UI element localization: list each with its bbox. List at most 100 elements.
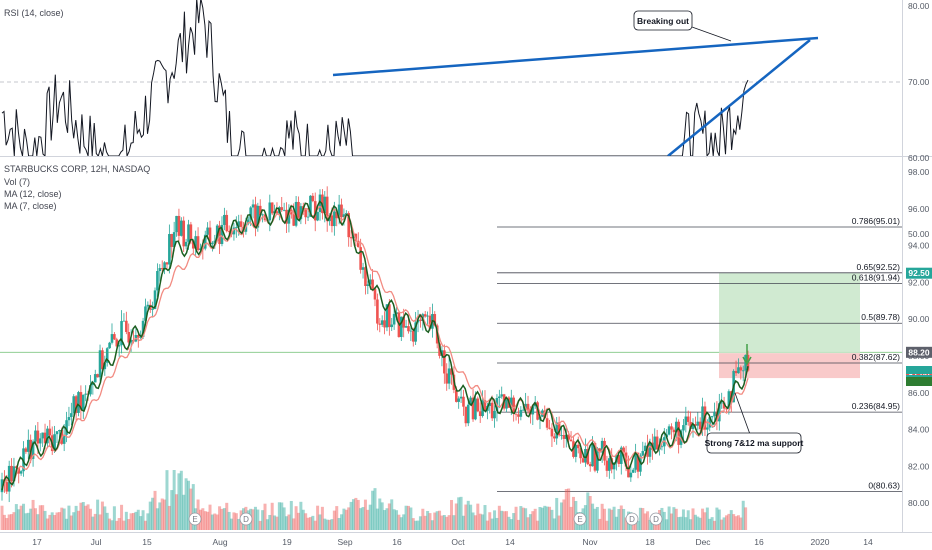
volume-bar <box>10 514 14 530</box>
volume-bar <box>564 488 568 530</box>
candle <box>627 455 630 478</box>
candle <box>459 387 463 404</box>
volume-bar <box>184 478 188 530</box>
candle <box>163 261 166 275</box>
candle <box>548 419 551 430</box>
volume-bar <box>710 517 714 530</box>
volume-bar <box>555 497 559 530</box>
volume-bar <box>77 510 81 530</box>
candle <box>457 396 460 409</box>
candle <box>493 405 496 428</box>
event-marker[interactable]: D <box>649 512 663 526</box>
volume-bar <box>638 507 642 530</box>
price-badge: 87.00 <box>906 368 932 380</box>
candle <box>519 406 523 421</box>
candle <box>223 207 226 231</box>
volume-bar <box>7 514 11 530</box>
volume-bar <box>672 507 676 530</box>
candle <box>55 431 59 443</box>
candle <box>445 363 449 391</box>
event-marker[interactable]: D <box>625 512 639 526</box>
volume-bar <box>251 509 255 530</box>
event-marker[interactable]: D <box>239 512 253 526</box>
volume-bar <box>643 513 647 530</box>
volume-bar <box>533 508 537 530</box>
ma-support-pointer <box>734 392 752 438</box>
volume-bar <box>557 515 561 530</box>
legend-volume: Vol (7) <box>4 177 30 187</box>
candle <box>380 315 384 328</box>
event-marker[interactable]: E <box>188 512 202 526</box>
volume-bar <box>328 519 332 530</box>
volume-bar <box>677 517 681 530</box>
volume-bar <box>127 519 131 530</box>
ma-support-callout[interactable]: Strong 7&12 ma support <box>705 392 804 454</box>
volume-bar <box>356 499 360 530</box>
volume-bar <box>122 520 126 530</box>
candle <box>340 198 343 226</box>
candle <box>684 406 688 433</box>
volume-bar <box>41 505 45 530</box>
time-axis[interactable]: 17 Jul 15 Aug 19 Sep 16 Oct 14 Nov 18 Dec 16 2020 14 <box>0 532 932 548</box>
breaking-out-callout[interactable]: Breaking out <box>633 10 732 42</box>
candle <box>476 396 480 413</box>
price-tick-label: 96.00 <box>908 204 930 214</box>
volume-bar <box>175 494 179 530</box>
volume-bar <box>287 514 291 530</box>
volume-bar <box>588 495 592 530</box>
volume-bar <box>605 520 609 530</box>
volume-bar <box>421 508 425 530</box>
rsi-tick-label: 70.00 <box>908 77 930 87</box>
volume-bar <box>57 512 61 530</box>
volume-bar <box>741 500 745 530</box>
volume-bar <box>371 490 375 530</box>
volume-bar <box>316 505 320 530</box>
fibonacci-retracement[interactable]: 0.786(95.01) 0.65(92.52)0.618(91.94) 0.5(8… <box>497 216 902 493</box>
rsi-upper-trendline[interactable] <box>332 36 819 77</box>
candle <box>194 230 197 256</box>
candle <box>390 317 394 332</box>
ma-support-text: Strong 7&12 ma support <box>705 438 804 448</box>
candle <box>378 318 382 333</box>
candle <box>318 189 322 221</box>
candle <box>299 203 303 225</box>
candle <box>251 199 255 219</box>
time-tick-label: Jul <box>91 537 102 547</box>
volume-bar <box>299 501 303 530</box>
candle <box>27 429 30 460</box>
fib-level-label: 0.618(91.94) <box>852 273 900 283</box>
volume-bar <box>203 511 207 530</box>
volume-bar <box>136 509 140 530</box>
candle <box>574 444 578 463</box>
volume-bar <box>452 515 456 530</box>
volume-bar <box>256 509 260 530</box>
candle <box>270 202 274 216</box>
volume-bar <box>232 512 236 530</box>
volume-bar <box>485 520 489 530</box>
candle <box>225 210 229 233</box>
price-scale[interactable]: 80.00 70.00 60.00 50.00 98.00 96.00 94.00 92.0… <box>902 0 932 532</box>
volume-bar <box>727 513 731 530</box>
candle <box>125 311 128 335</box>
candle <box>34 425 37 443</box>
volume-bar <box>208 504 212 530</box>
volume-bar <box>548 506 552 530</box>
stop-zone[interactable] <box>719 353 860 379</box>
candle <box>443 344 446 384</box>
target-zone[interactable] <box>719 273 860 354</box>
candle <box>170 233 174 258</box>
volume-bar <box>294 506 298 530</box>
volume-bar <box>304 513 308 530</box>
candle <box>512 395 515 422</box>
candle <box>741 365 745 382</box>
candle <box>24 446 28 454</box>
volume-bar <box>411 518 415 530</box>
volume-bar <box>430 520 434 530</box>
rsi-lower-trendline[interactable] <box>667 39 811 157</box>
volume-bar <box>705 507 709 530</box>
event-marker[interactable]: E <box>573 512 587 526</box>
price-panel[interactable]: 0.786(95.01) 0.65(92.52)0.618(91.94) 0.5(8… <box>0 164 902 530</box>
candle <box>108 341 111 349</box>
